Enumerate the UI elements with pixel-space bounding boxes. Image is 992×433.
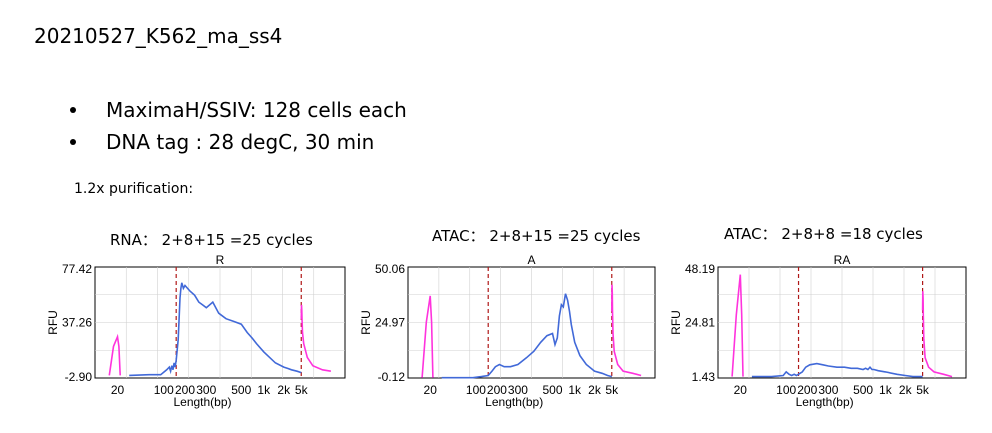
x-tick-label: 100	[154, 383, 174, 397]
x-tick-label: 300	[508, 383, 528, 397]
x-tick-label: 2k	[277, 383, 291, 397]
lower-marker-peak	[108, 333, 121, 376]
x-tick-label: 500	[231, 383, 251, 397]
x-tick-label: 200	[797, 383, 817, 397]
x-tick-label: 100	[776, 383, 796, 397]
y-axis-label: RFU	[46, 310, 60, 335]
x-tick-label: 1k	[257, 383, 271, 397]
panel-title: RA	[834, 253, 851, 267]
chart-caption-atac-25: ATAC： 2+8+15 =25 cycles	[432, 227, 641, 245]
chart-caption-atac-18: ATAC： 2+8+8 =18 cycles	[724, 225, 923, 243]
y-tick-label: 48.19	[685, 262, 715, 276]
x-tick-label: 2k	[588, 383, 602, 397]
bullet-list: MaximaH/SSIV: 128 cells each DNA tag : 2…	[70, 94, 407, 158]
x-tick-label: 5k	[916, 383, 930, 397]
x-tick-label: 5k	[605, 383, 619, 397]
y-tick-label: 24.81	[685, 316, 715, 330]
y-tick-label: 50.06	[375, 262, 405, 276]
y-tick-label: 24.97	[375, 316, 405, 330]
y-tick-label: -0.12	[378, 370, 406, 384]
x-tick-label: 20	[424, 383, 438, 397]
bullet-item: DNA tag : 28 degC, 30 min	[70, 126, 407, 158]
y-tick-label: -2.90	[65, 370, 93, 384]
x-axis-label: Length(bp)	[485, 395, 543, 409]
upper-marker-peak	[300, 304, 332, 372]
upper-marker-peak	[611, 284, 642, 377]
purification-label: 1.2x purification:	[74, 181, 194, 197]
bullet-dot-icon	[70, 139, 76, 145]
x-axis-label: Length(bp)	[173, 395, 231, 409]
sample-trace	[129, 282, 302, 377]
x-tick-label: 200	[175, 383, 195, 397]
panel-title: A	[527, 253, 535, 267]
sample-trace	[441, 293, 613, 379]
x-tick-label: 100	[466, 383, 486, 397]
x-tick-label: 500	[853, 383, 873, 397]
sample-trace	[751, 362, 923, 378]
y-tick-label: 37.26	[62, 316, 92, 330]
y-axis-label: RFU	[359, 310, 373, 335]
x-tick-label: 20	[734, 383, 748, 397]
x-axis-label: Length(bp)	[796, 395, 854, 409]
bullet-item: MaximaH/SSIV: 128 cells each	[70, 94, 407, 126]
x-tick-label: 1k	[568, 383, 582, 397]
lower-marker-peak	[731, 274, 744, 377]
slide-title: 20210527_K562_ma_ss4	[34, 24, 283, 48]
chart-caption-rna: RNA： 2+8+15 =25 cycles	[110, 231, 313, 249]
x-tick-label: 200	[487, 383, 507, 397]
bullet-dot-icon	[70, 107, 76, 113]
lower-marker-peak	[421, 295, 434, 378]
x-tick-label: 2k	[899, 383, 913, 397]
bullet-text: DNA tag : 28 degC, 30 min	[106, 130, 375, 154]
x-tick-label: 300	[818, 383, 838, 397]
y-tick-label: 1.43	[692, 370, 716, 384]
upper-marker-peak	[921, 291, 953, 378]
panel-title: R	[216, 253, 225, 267]
y-axis-label: RFU	[669, 310, 683, 335]
bullet-text: MaximaH/SSIV: 128 cells each	[106, 98, 407, 122]
x-tick-label: 300	[196, 383, 216, 397]
x-tick-label: 5k	[295, 383, 309, 397]
x-tick-label: 20	[111, 383, 125, 397]
x-tick-label: 500	[542, 383, 562, 397]
x-tick-label: 1k	[879, 383, 893, 397]
y-tick-label: 77.42	[62, 262, 92, 276]
